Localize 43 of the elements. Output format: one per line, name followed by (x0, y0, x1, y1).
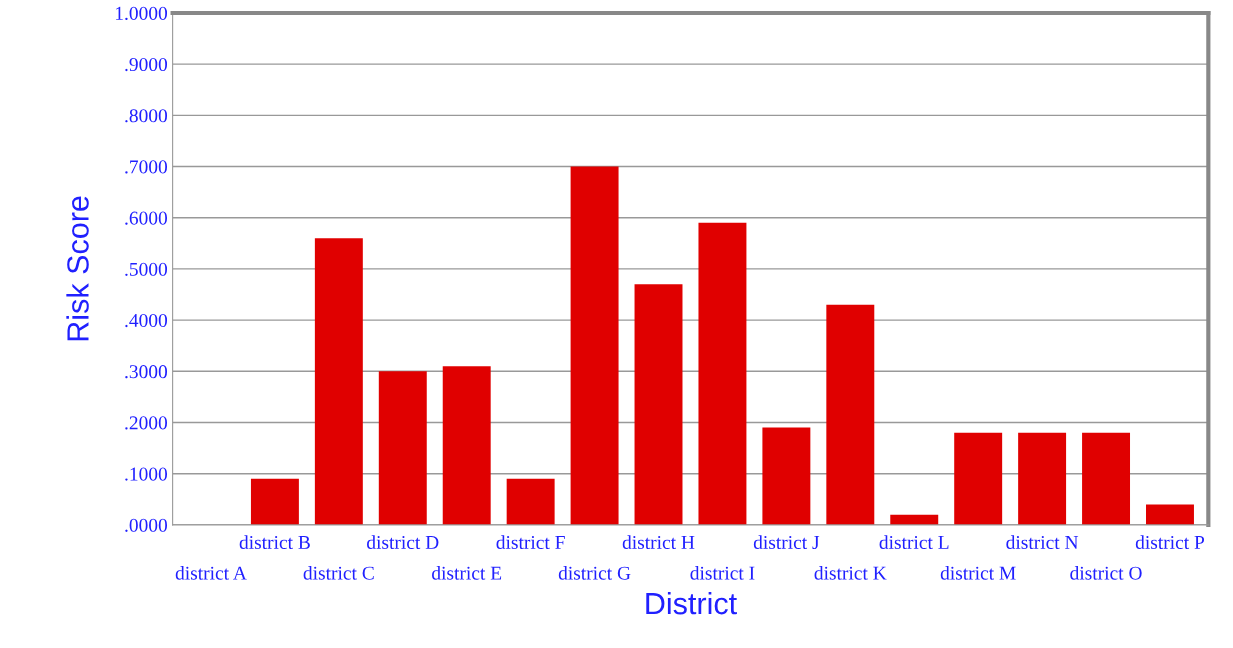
x-tick-label: district M (940, 566, 1016, 580)
x-tick-label: district J (753, 535, 820, 549)
bar (378, 371, 427, 525)
bar (826, 304, 875, 525)
x-tick-label: district I (690, 566, 755, 580)
bar (1018, 432, 1067, 525)
bar (762, 427, 811, 525)
y-tick-label: .4000 (125, 313, 168, 328)
x-tick-label: district P (1135, 535, 1205, 549)
bar (1082, 432, 1131, 525)
bar (1146, 504, 1194, 525)
y-tick-label: .5000 (125, 262, 168, 276)
x-tick-label: district G (558, 566, 631, 580)
bar (698, 222, 747, 525)
y-tick-label: 1.0000 (116, 6, 168, 20)
bar (442, 366, 491, 525)
y-tick-label: .2000 (125, 416, 168, 430)
y-tick-label: .0000 (125, 518, 168, 532)
x-tick-label: district K (814, 566, 887, 580)
y-tick-label: .6000 (125, 211, 168, 225)
x-tick-label: district F (496, 535, 565, 549)
x-tick-label: district O (1070, 566, 1142, 580)
bar (634, 284, 683, 525)
y-tick-label: .3000 (125, 365, 168, 379)
x-tick-label: district D (367, 535, 439, 549)
y-tick-label: .9000 (125, 57, 168, 72)
bar (314, 238, 363, 525)
x-tick-label: district N (1006, 535, 1079, 549)
bar (250, 478, 299, 525)
bar (570, 166, 619, 525)
x-tick-label: district B (239, 535, 310, 549)
bar (506, 478, 555, 525)
x-tick-label: district H (622, 535, 695, 549)
x-tick-label: district C (303, 566, 374, 580)
y-tick-label: .8000 (125, 109, 168, 123)
bar (954, 432, 1003, 525)
y-axis-title: Risk Score (66, 196, 89, 341)
y-tick-label: .1000 (125, 467, 168, 481)
x-tick-label: district E (432, 566, 502, 580)
x-axis-title: District (646, 591, 737, 615)
x-tick-label: district L (879, 535, 949, 549)
y-tick-label: .7000 (125, 160, 168, 174)
x-tick-label: district A (175, 566, 247, 580)
